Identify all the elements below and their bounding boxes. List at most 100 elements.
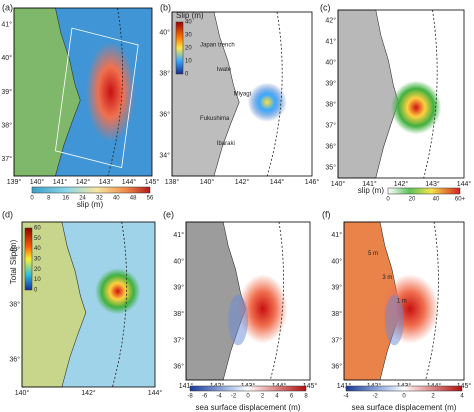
colorbar-title: sea surface displacement (m)	[352, 403, 457, 412]
y-tick-label: 37°	[325, 121, 336, 129]
colorbar-tick-label: -2	[372, 394, 378, 400]
colorbar-tick-label: 2	[431, 394, 435, 400]
y-tick-label: 36°	[173, 363, 184, 371]
colorbar-tick-label: 20	[185, 46, 192, 52]
colorbar-tick-label: 4	[275, 394, 279, 400]
x-tick-label: 142°	[76, 178, 91, 186]
panel-label: (e)	[163, 209, 174, 219]
map-frame	[337, 9, 465, 179]
panel-label: (c)	[320, 2, 331, 12]
colorbar-tick-label: 56	[147, 196, 154, 202]
colorbar-tick-label: 48	[130, 196, 137, 202]
colorbar-tick-label: 8	[47, 196, 51, 202]
colorbar-tick-label: 32	[96, 196, 103, 202]
y-tick-label: 36°	[325, 142, 336, 150]
y-tick-label: 40°	[331, 257, 342, 265]
y-tick-label: 41°	[173, 231, 184, 239]
colorbar	[175, 21, 184, 75]
x-tick-label: 144°	[457, 180, 472, 188]
x-tick-label: 141°	[337, 382, 352, 390]
map-annotation: Miyagi	[234, 92, 251, 98]
colorbar-tick-label: 30	[34, 257, 41, 263]
y-tick-label: 39°	[1, 88, 12, 96]
y-tick-label: 41°	[325, 37, 336, 45]
x-tick-label: 146°	[305, 178, 320, 186]
y-tick-label: 37°	[1, 155, 12, 163]
colorbar-tick-label: 0	[185, 72, 189, 78]
colorbar-tick-label: 4	[460, 394, 464, 400]
slip-region	[95, 268, 141, 315]
y-tick-label: 36°	[9, 355, 20, 363]
x-tick-label: 145°	[303, 382, 318, 390]
colorbar-tick-label: 10	[185, 59, 192, 65]
y-tick-label: 40°	[325, 58, 336, 66]
colorbar-tick-label: 16	[62, 196, 69, 202]
y-tick-label: 40°	[9, 245, 20, 253]
map-frame	[343, 221, 465, 381]
colorbar-tick-label: 0	[30, 196, 34, 202]
colorbar-tick-label: 40	[433, 197, 440, 203]
x-tick-label: 143°	[99, 178, 114, 186]
y-tick-label: 38°	[1, 121, 12, 129]
colorbar-tick-label: -8	[187, 394, 193, 400]
colorbar-tick-label: 20	[409, 197, 416, 203]
x-tick-label: 140°	[15, 389, 30, 397]
colorbar-tick-label: 0	[402, 394, 406, 400]
map-annotation: 3 m	[382, 275, 392, 281]
map-annotation: 5 m	[368, 251, 378, 257]
trench	[269, 221, 284, 381]
x-tick-label: 141°	[362, 180, 377, 188]
map-frame	[13, 7, 153, 177]
panel: (c) 42° 41° 40° 39° 38° 37° 36° 35° 140° 141° 142° 1…	[320, 2, 471, 202]
x-tick-label: 142°	[235, 178, 250, 186]
y-tick-label: 38°	[173, 310, 184, 318]
colorbar-tick-label: 0	[246, 394, 250, 400]
panel: (d) 40° 38° 36° 140° 142° 144° 60 50 40 30 20 10 0 Tot…	[2, 209, 162, 396]
y-tick-label: 39°	[325, 79, 336, 87]
y-tick-label: 41°	[331, 231, 342, 239]
colorbar-tick-label: 0	[386, 197, 390, 203]
trench	[425, 221, 439, 381]
subsidence	[384, 294, 404, 346]
panel-label: (a)	[2, 2, 13, 12]
colorbar-tick-label: 40	[113, 196, 120, 202]
x-tick-label: 145°	[457, 382, 472, 390]
colorbar-tick-label: 0	[34, 288, 38, 294]
colorbar-title: slip (m)	[358, 186, 385, 195]
slip-region	[390, 80, 442, 135]
slip-region	[238, 274, 288, 344]
fault-model	[54, 27, 139, 169]
x-tick-label: 142°	[394, 180, 409, 188]
colorbar-tick-label: 2	[261, 394, 265, 400]
colorbar-title: sea surface displacement (m)	[196, 403, 301, 412]
map-annotation: Ibaraki	[217, 141, 235, 147]
y-tick-label: 38°	[331, 310, 342, 318]
panel: (b) 40° 38° 36° 34° 138° 140° 142° 144° 146° Japan…	[159, 2, 319, 185]
colorbar-tick-label: 50	[34, 236, 41, 242]
y-tick-label: 38°	[159, 69, 170, 77]
x-tick-label: 144°	[122, 178, 137, 186]
x-tick-label: 139°	[7, 178, 22, 186]
colorbar-title: Slip (m)	[176, 11, 204, 20]
slip-region	[247, 82, 287, 122]
map-frame	[185, 221, 311, 381]
panel: (e)41°40°39°38°37°36°141°142°143°144°145…	[163, 209, 317, 412]
y-tick-label: 38°	[9, 300, 20, 308]
colorbar	[189, 385, 307, 392]
panel-label: (b)	[160, 2, 171, 12]
colorbar-tick-label: 6	[290, 394, 294, 400]
y-tick-label: 36°	[331, 363, 342, 371]
x-tick-label: 145°	[145, 178, 160, 186]
panel-label: (f)	[322, 209, 331, 219]
map-annotation: Iwate	[217, 67, 232, 73]
panel: (f)41°40°39°38°37°36°141°142°143°144°145…	[322, 209, 471, 412]
map-annotation: Fukushima	[200, 116, 230, 122]
panel: (a) 41° 40° 39° 38° 37° 139° 140° 141° 142° 143° 14…	[1, 2, 159, 209]
colorbar-tick-label: 60+	[455, 197, 466, 203]
colorbar-tick-label: -4	[343, 394, 349, 400]
trench	[107, 7, 124, 177]
x-tick-label: 141°	[179, 382, 194, 390]
y-tick-label: 42°	[325, 16, 336, 24]
x-tick-label: 140°	[30, 178, 45, 186]
